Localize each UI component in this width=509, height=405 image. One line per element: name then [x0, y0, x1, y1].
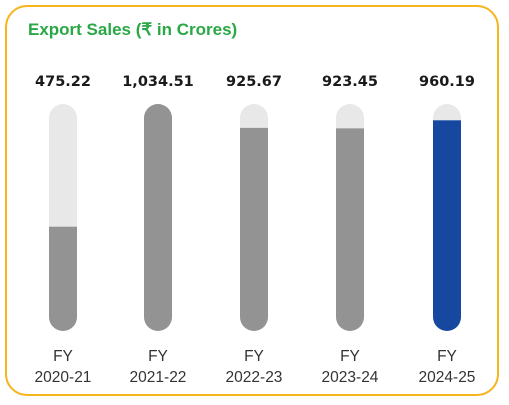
bar-group-4 — [433, 104, 461, 331]
bar — [240, 127, 268, 331]
data-label: 960.19 — [419, 74, 475, 90]
data-label: 925.67 — [226, 74, 282, 90]
bar-group-2 — [240, 104, 268, 331]
data-label: 1,034.51 — [122, 74, 194, 90]
category-label-line2: 2021-22 — [130, 369, 187, 386]
data-label: 475.22 — [35, 74, 91, 90]
bar — [144, 104, 172, 331]
category-label-line2: 2020-21 — [35, 369, 92, 386]
bar-group-3 — [336, 104, 364, 331]
category-label-line2: 2022-23 — [226, 369, 283, 386]
category-label-line2: 2024-25 — [419, 369, 476, 386]
bar-group-1 — [144, 104, 172, 331]
bar — [433, 120, 461, 331]
bar — [49, 226, 77, 331]
category-label-line2: 2023-24 — [322, 369, 379, 386]
category-label-line1: FY — [244, 348, 264, 365]
category-label-line1: FY — [148, 348, 168, 365]
data-label: 923.45 — [322, 74, 378, 90]
category-label-line1: FY — [437, 348, 457, 365]
chart-title: Export Sales (₹ in Crores) — [28, 20, 238, 39]
category-label-line1: FY — [53, 348, 73, 365]
bar-group-0 — [49, 104, 77, 331]
bar — [336, 128, 364, 331]
category-label-line1: FY — [340, 348, 360, 365]
